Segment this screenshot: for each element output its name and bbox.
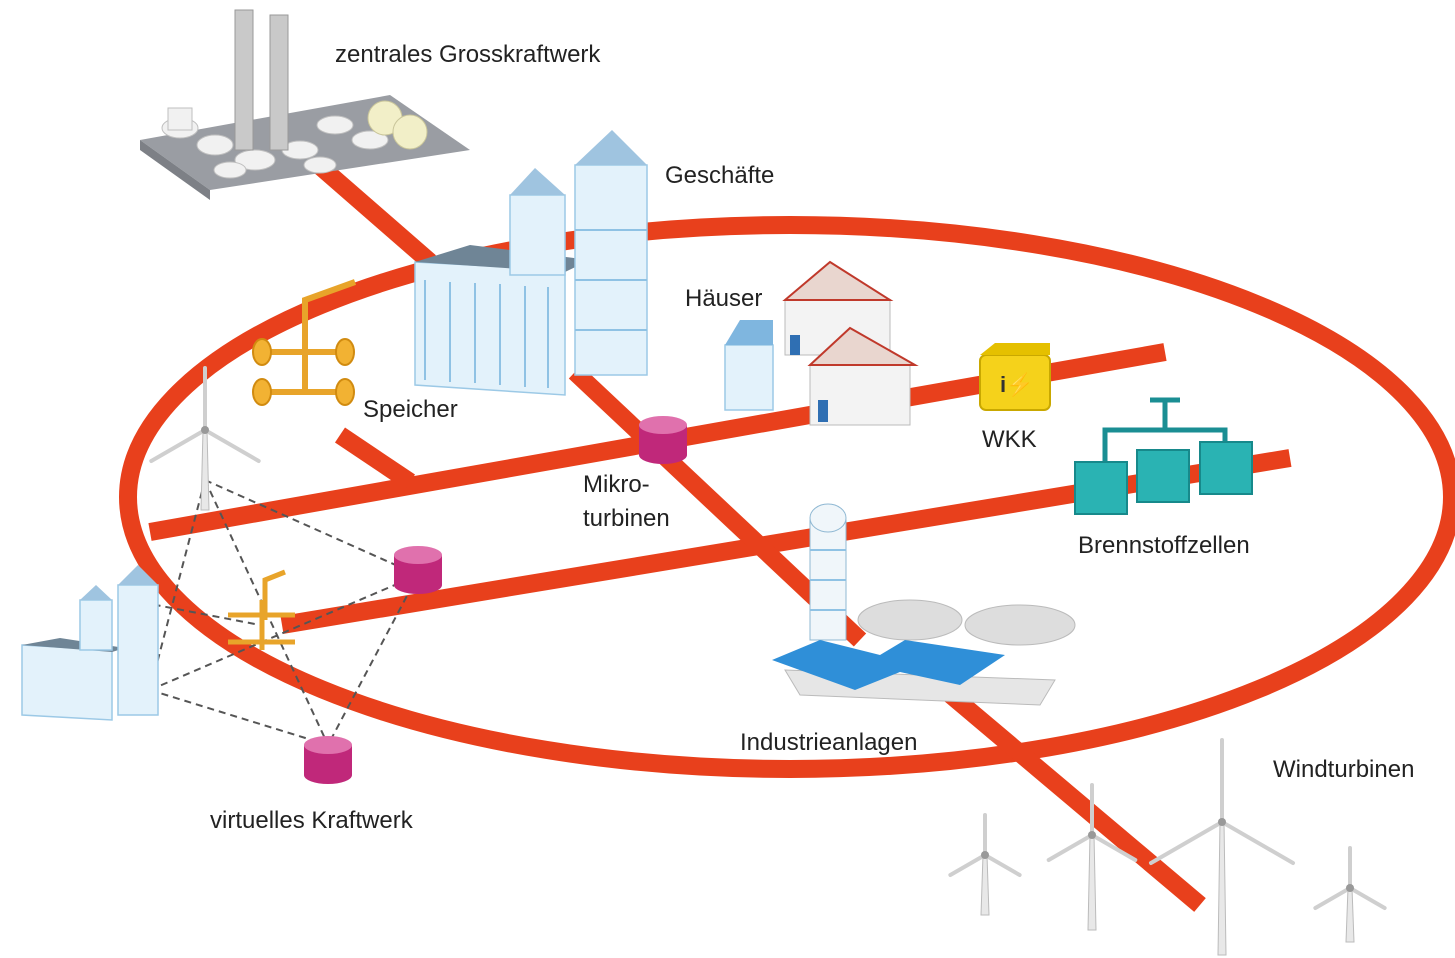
micro-turbine-icon (304, 736, 352, 784)
shape (214, 162, 246, 178)
shape (790, 335, 800, 355)
turbine-tower (1346, 888, 1354, 942)
turbine-blade (1222, 822, 1293, 863)
node-label: Windturbinen (1273, 756, 1414, 783)
node-label: zentrales Grosskraftwerk (335, 41, 601, 68)
micro-turbine-icon (394, 546, 442, 594)
node-label: Mikro- (583, 471, 650, 498)
wind-turbine-icon (151, 368, 258, 510)
shape (235, 10, 253, 150)
turbine-tower (1088, 835, 1096, 930)
shape (304, 157, 336, 173)
node-label: Speicher (363, 396, 458, 423)
node-label: Industrieanlagen (740, 729, 917, 756)
turbine-blade (151, 430, 205, 461)
shape (785, 262, 890, 300)
micro-turbine-icon (639, 416, 687, 464)
fuel-cells-icon (1075, 400, 1252, 514)
shape (575, 165, 647, 375)
shape (1137, 450, 1189, 502)
turbine-blade (985, 855, 1020, 875)
turbine-blade (1049, 835, 1092, 860)
shape (393, 115, 427, 149)
shape (415, 262, 565, 395)
shape (317, 116, 353, 134)
shape (858, 600, 962, 640)
wind-turbine-icon (1151, 740, 1293, 955)
wind-turbine-icon (1049, 785, 1136, 930)
wind-turbine-icon (1315, 848, 1384, 942)
page: i⚡ zentrales Grosskraftwerk Geschäfte Häus… (0, 0, 1455, 958)
shape (340, 435, 410, 482)
node-label: virtuelles Kraftwerk (210, 807, 414, 834)
turbine-blade (950, 855, 985, 875)
turbine-blade (1350, 888, 1385, 908)
turbine-blade (205, 430, 259, 461)
shape (118, 585, 158, 715)
industry-icon (772, 504, 1075, 705)
power-plant-icon (140, 10, 470, 200)
shape (810, 504, 846, 532)
turbine-hub (1218, 818, 1226, 826)
shops-icon (415, 130, 647, 395)
shape (253, 379, 271, 405)
node-label: Brennstoffzellen (1078, 532, 1250, 559)
shape (980, 343, 1050, 355)
turbine-blade (1151, 822, 1222, 863)
cylinder-top (394, 546, 442, 564)
turbine-hub (1088, 831, 1096, 839)
shape (1075, 462, 1127, 514)
shape (510, 168, 565, 195)
shape (725, 320, 773, 345)
shape (80, 585, 112, 600)
turbine-hub (1346, 884, 1354, 892)
node-label: Häuser (685, 285, 762, 312)
shape (336, 379, 354, 405)
shape (725, 345, 773, 410)
shape (336, 339, 354, 365)
node-label: turbinen (583, 505, 670, 532)
turbine-hub (201, 426, 209, 434)
shape (965, 605, 1075, 645)
turbine-hub (981, 851, 989, 859)
turbine-tower (981, 855, 989, 915)
node-label: Geschäfte (665, 162, 774, 189)
diagram: i⚡ zentrales Grosskraftwerk Geschäfte Häus… (0, 0, 1455, 958)
turbine-blade (1315, 888, 1350, 908)
shape (197, 135, 233, 155)
grid-roads (128, 140, 1452, 905)
wkk-icon: i⚡ (980, 343, 1050, 410)
shape (253, 339, 271, 365)
cylinder-top (639, 416, 687, 434)
node-label: WKK (982, 426, 1037, 453)
wkk-symbol: i⚡ (1000, 372, 1034, 398)
shape (1200, 442, 1252, 494)
shape (270, 15, 288, 150)
shape (818, 400, 828, 422)
wind-turbine-icon (950, 815, 1019, 915)
shape (168, 108, 192, 130)
shape (575, 130, 647, 165)
shape (22, 645, 112, 720)
shape (510, 195, 565, 275)
turbine-tower (201, 430, 209, 510)
turbine-tower (1218, 822, 1226, 955)
shape (80, 600, 112, 650)
cylinder-top (304, 736, 352, 754)
